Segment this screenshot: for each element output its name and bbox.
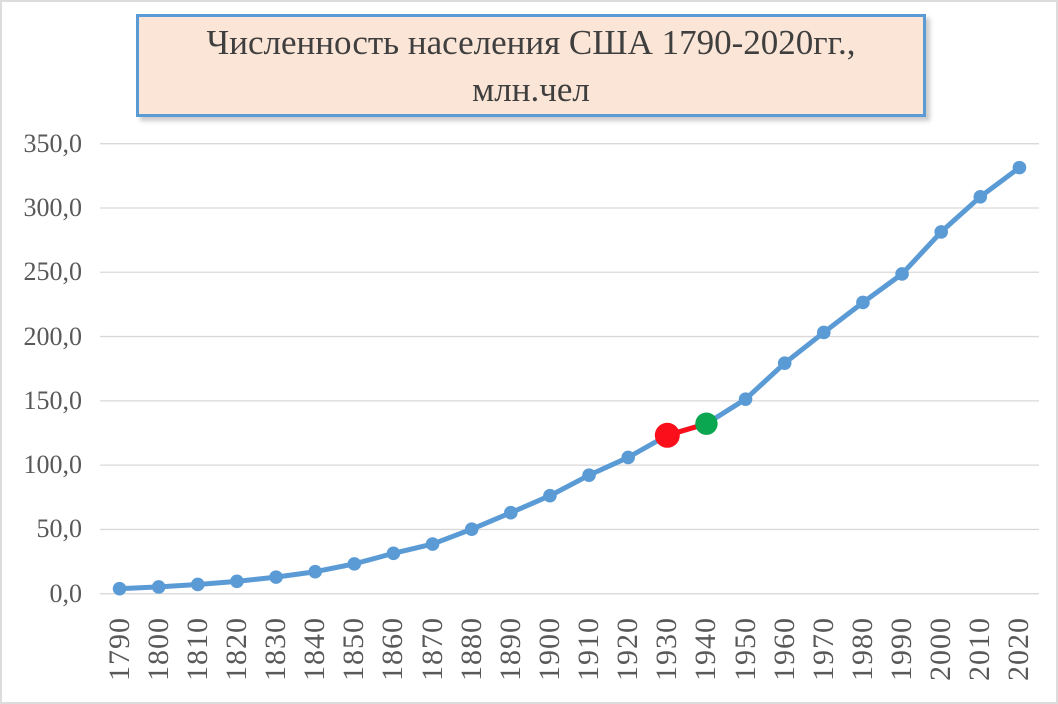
highlight-marker-1940: [695, 412, 718, 435]
y-axis-tick-label: 350,0: [23, 128, 83, 158]
x-axis-tick-label: 1840: [298, 617, 332, 681]
x-axis-tick-label: 1790: [102, 617, 136, 681]
x-axis-tick-label: 2020: [1002, 617, 1036, 681]
data-point-marker: [347, 557, 362, 571]
chart-title-line-1: Численность населения США 1790-2020гг.,: [206, 22, 856, 62]
x-axis-tick-label: 1990: [885, 617, 919, 681]
y-axis-tick-label: 50,0: [36, 514, 83, 544]
x-axis-tick-label: 1980: [845, 617, 879, 681]
y-axis-tick-label: 0,0: [49, 578, 83, 608]
x-axis-tick-label: 1950: [728, 617, 762, 681]
x-axis-tick-label: 2000: [924, 617, 958, 681]
x-axis-tick-label: 1910: [572, 617, 606, 681]
x-axis-tick-label: 1870: [415, 617, 449, 681]
data-point-marker: [973, 190, 988, 204]
x-axis-tick-label: 1810: [180, 617, 214, 681]
y-axis-tick-label: 300,0: [23, 192, 83, 222]
data-point-marker: [934, 225, 948, 239]
x-axis-tick-label: 1920: [611, 617, 645, 681]
data-point-marker: [543, 488, 557, 503]
data-point-marker: [621, 450, 635, 465]
data-point-marker: [777, 356, 792, 370]
y-axis-tick-label: 200,0: [23, 321, 83, 351]
data-point-marker: [504, 505, 518, 520]
x-axis-tick-label: 1830: [259, 617, 293, 681]
highlight-marker-1930: [654, 422, 680, 448]
data-point-marker: [1012, 160, 1027, 175]
data-point-marker: [425, 537, 440, 551]
x-axis-tick-label: 2010: [963, 617, 997, 681]
data-point-marker: [817, 325, 831, 340]
data-point-marker: [464, 522, 479, 536]
x-axis-tick-label: 1880: [454, 617, 488, 681]
data-point-marker: [151, 580, 166, 594]
x-axis-tick-label: 1860: [376, 617, 410, 681]
data-point-marker: [230, 574, 244, 589]
y-axis-tick-label: 250,0: [23, 257, 83, 287]
data-point-marker: [308, 564, 322, 579]
x-axis-tick-label: 1800: [141, 617, 175, 681]
data-point-marker: [269, 570, 283, 584]
data-point-marker: [386, 546, 401, 561]
data-point-marker: [191, 577, 205, 592]
x-axis-tick-label: 1930: [650, 617, 684, 681]
x-axis-tick-label: 1960: [767, 617, 801, 681]
y-axis-tick-label: 150,0: [23, 385, 83, 415]
data-point-marker: [738, 392, 753, 406]
data-point-marker: [895, 267, 909, 281]
data-point-marker: [582, 468, 596, 482]
x-axis-tick-label: 1850: [337, 617, 371, 681]
x-axis-tick-label: 1890: [493, 617, 527, 681]
x-axis-tick-label: 1820: [219, 617, 253, 681]
series-line: [117, 165, 1022, 592]
data-point-marker: [112, 581, 127, 596]
x-axis-tick-label: 1970: [806, 617, 840, 681]
chart-title-box: Численность населения США 1790-2020гг., …: [136, 14, 926, 117]
data-point-marker: [856, 295, 870, 310]
x-axis-tick-label: 1900: [532, 617, 566, 681]
x-axis-tick-label: 1940: [689, 617, 723, 681]
y-axis-tick-label: 100,0: [23, 450, 83, 480]
chart-title-line-2: млн.чел: [472, 69, 590, 109]
